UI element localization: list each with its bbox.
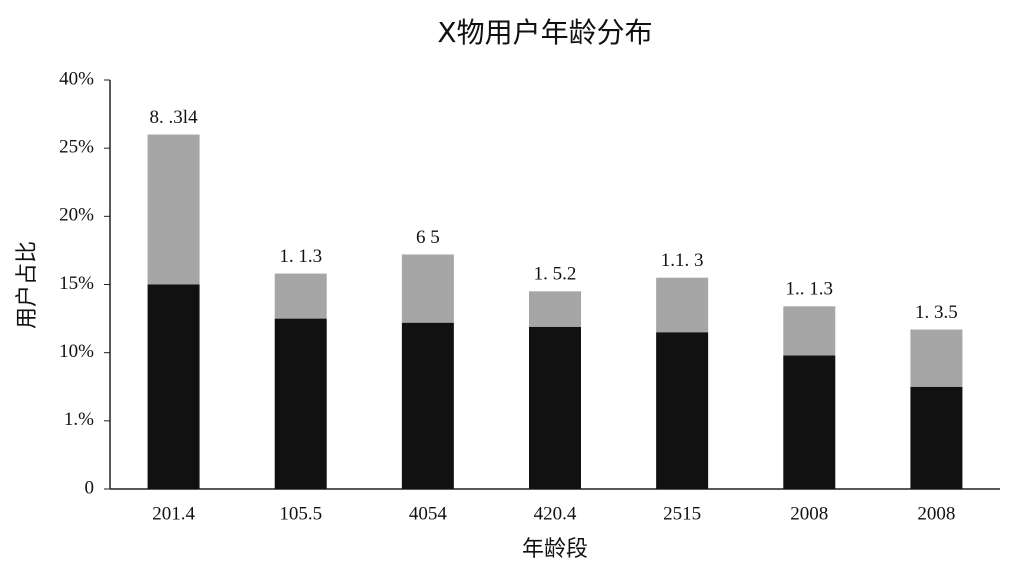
x-axis-label: 年龄段 [522,537,588,562]
x-tick-label: 2515 [663,503,701,524]
y-tick-label: 25% [59,137,94,158]
y-tick-label: 10% [59,341,94,362]
x-tick-label: 4054 [409,503,448,524]
bar-annotation: 1.. 1.3 [786,279,834,300]
x-tick-label: 420.4 [534,503,577,524]
bar-annotation: 1. 5.2 [534,264,577,285]
bar-segment [783,355,836,489]
y-tick-label: 40% [59,68,94,89]
x-tick-label: 105.5 [279,503,322,524]
bar-segment [656,332,709,489]
chart-title: X物用户年龄分布 [437,16,652,49]
bar-annotation: 6 5 [416,227,440,248]
bar-annotation: 1. 3.5 [915,302,958,323]
bar-segment [147,284,200,489]
x-tick-label: 2008 [790,503,828,524]
bar-segment [529,291,581,327]
bar-segment [910,386,963,489]
y-tick-label: 20% [59,205,94,226]
y-tick-label: 15% [59,273,94,294]
bar-annotation: 8. .3l4 [150,107,199,128]
bar-segment [401,322,454,489]
bar-segment [274,318,327,489]
bar-segment [274,273,327,319]
y-tick-label: 1.% [64,409,94,430]
y-tick-label: 0 [85,477,95,498]
bar-segment [783,306,836,356]
bar-segment [910,329,963,387]
bar-segment [401,254,454,323]
x-tick-label: 2008 [917,503,955,524]
x-tick-label: 201.4 [152,503,195,524]
bar-annotation: 1. 1.3 [279,246,322,267]
bar-segment [147,134,200,285]
y-axis-label: 用户占比 [15,241,40,329]
bar-segment [529,326,581,489]
bar-segment [656,277,709,333]
bar-annotation: 1.1. 3 [661,250,704,271]
